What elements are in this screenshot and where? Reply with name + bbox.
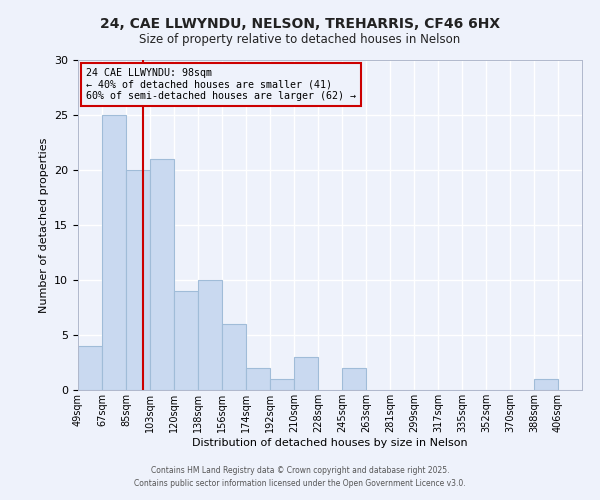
Bar [102, 115, 126, 390]
Text: Contains HM Land Registry data © Crown copyright and database right 2025.
Contai: Contains HM Land Registry data © Crown c… [134, 466, 466, 487]
Text: Size of property relative to detached houses in Nelson: Size of property relative to detached ho… [139, 32, 461, 46]
Text: 24 CAE LLWYNDU: 98sqm
← 40% of detached houses are smaller (41)
60% of semi-deta: 24 CAE LLWYNDU: 98sqm ← 40% of detached … [86, 68, 356, 102]
Bar [126, 170, 150, 390]
Bar [534, 379, 558, 390]
Bar [270, 379, 294, 390]
Bar [342, 368, 366, 390]
Bar [294, 357, 318, 390]
Y-axis label: Number of detached properties: Number of detached properties [38, 138, 49, 312]
Text: 24, CAE LLWYNDU, NELSON, TREHARRIS, CF46 6HX: 24, CAE LLWYNDU, NELSON, TREHARRIS, CF46… [100, 18, 500, 32]
Bar [198, 280, 222, 390]
Bar [150, 159, 174, 390]
Bar [246, 368, 270, 390]
Bar [174, 291, 198, 390]
Bar [78, 346, 102, 390]
X-axis label: Distribution of detached houses by size in Nelson: Distribution of detached houses by size … [192, 438, 468, 448]
Bar [222, 324, 246, 390]
